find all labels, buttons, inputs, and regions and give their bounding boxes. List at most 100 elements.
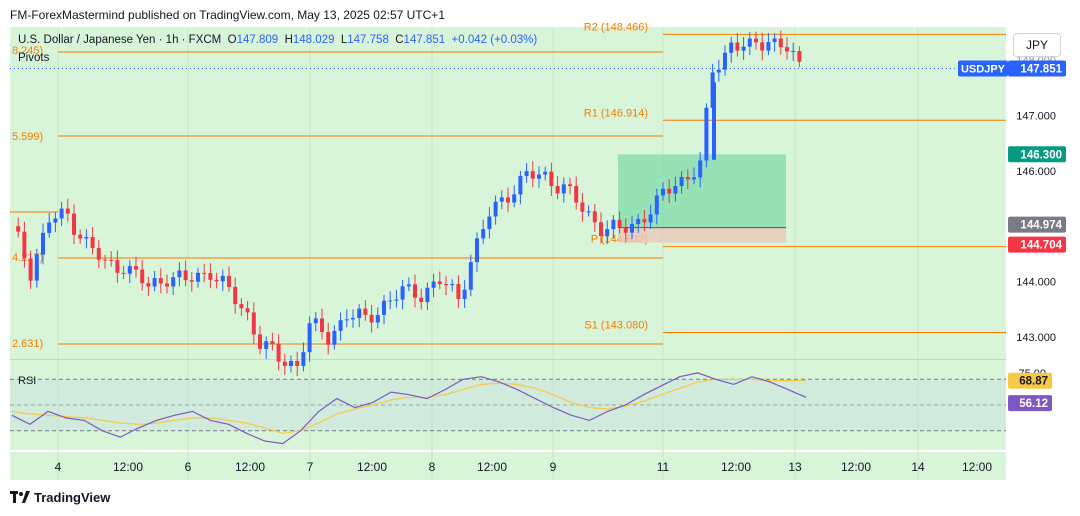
candle-body xyxy=(530,171,535,179)
candle-body xyxy=(499,197,504,202)
candle-body xyxy=(654,195,659,215)
low-label: L xyxy=(340,34,348,46)
rsi-ma-line xyxy=(11,378,807,434)
candle-body xyxy=(549,171,554,187)
candle-body xyxy=(642,219,647,223)
candle-body xyxy=(568,184,572,187)
candle-body xyxy=(406,284,411,287)
low-value: 147.758 xyxy=(347,34,389,46)
candle-body xyxy=(245,308,250,313)
candle-body xyxy=(239,304,244,309)
candle-body xyxy=(41,232,45,255)
candle-body xyxy=(413,284,417,298)
time-axis[interactable] xyxy=(10,452,1006,480)
candle-body xyxy=(103,259,107,261)
candle-body xyxy=(276,344,281,362)
candle-body xyxy=(28,258,33,281)
high-value: 148.029 xyxy=(292,34,335,46)
candle-body xyxy=(53,218,58,223)
tradingview-brand[interactable]: TradingView xyxy=(10,490,110,506)
candle-body xyxy=(208,273,213,280)
candle-body xyxy=(382,300,386,315)
time-axis-tick: 11 xyxy=(657,460,670,474)
candle-body xyxy=(475,238,479,263)
high-label: H xyxy=(284,34,293,46)
candle-body xyxy=(369,314,374,323)
entry-price-tag xyxy=(1008,216,1066,233)
candle-body xyxy=(332,330,337,345)
candle-body xyxy=(158,278,163,284)
candle-body xyxy=(78,234,83,239)
time-axis-tick: 13 xyxy=(788,460,802,474)
candle-body xyxy=(450,284,455,286)
time-axis-tick: 12:00 xyxy=(721,460,751,474)
candle-body xyxy=(121,272,126,274)
time-axis-tick: 8 xyxy=(429,460,436,474)
time-axis-tick: 12:00 xyxy=(357,460,387,474)
candle-body xyxy=(140,269,145,284)
candle-body xyxy=(214,279,219,282)
rsi-tag-value: 56.12 xyxy=(1019,398,1048,410)
candle-body xyxy=(313,318,318,324)
candle-body xyxy=(233,286,238,305)
publisher-header: FM-ForexMastermind published on TradingV… xyxy=(10,8,445,22)
candle-body xyxy=(202,272,207,274)
candle-body xyxy=(444,284,448,286)
candle-body xyxy=(152,278,157,287)
candle-body xyxy=(90,237,95,249)
candle-body xyxy=(791,50,796,52)
candle-body xyxy=(704,107,709,161)
candle-body xyxy=(617,219,622,229)
candle-body xyxy=(289,360,293,367)
tradingview-logo-icon xyxy=(10,491,30,506)
candle-body xyxy=(555,186,560,194)
candle-body xyxy=(146,283,151,287)
open-value: 147.809 xyxy=(236,34,279,46)
candle-body xyxy=(220,275,225,282)
candle-body xyxy=(760,42,765,51)
time-axis-tick: 4 xyxy=(55,460,62,474)
pane-divider[interactable] xyxy=(10,359,1006,360)
symbol-name[interactable]: U.S. Dollar / Japanese Yen · 1h · FXCM xyxy=(18,34,222,46)
candle-body xyxy=(84,237,89,239)
candle-body xyxy=(747,38,752,47)
candle-body xyxy=(363,308,368,315)
symbol-name-tag-text: USDJPY xyxy=(961,63,1006,75)
candle-body xyxy=(127,266,132,274)
candle-body xyxy=(351,317,355,320)
candle-body xyxy=(258,334,262,349)
candle-body xyxy=(673,186,678,194)
candle-body xyxy=(456,284,461,300)
candle-body xyxy=(692,177,696,180)
candle-body xyxy=(636,219,641,225)
close-label: C xyxy=(395,34,404,46)
candle-body xyxy=(301,352,306,367)
candle-body xyxy=(574,186,579,203)
candle-body xyxy=(667,188,672,194)
rsi-ma-tag xyxy=(1008,372,1052,389)
target-price-tag-value: 146.300 xyxy=(1020,149,1062,161)
tradingview-wordmark: TradingView xyxy=(34,490,111,505)
candle-body xyxy=(16,226,21,232)
candle-body xyxy=(580,202,585,212)
target-price-tag xyxy=(1008,146,1066,163)
last-price-tag xyxy=(1008,60,1066,77)
rsi-indicator-label[interactable]: RSI xyxy=(18,375,37,387)
candle-body xyxy=(592,211,597,223)
candle-body xyxy=(605,229,610,237)
currency-button[interactable]: JPY xyxy=(1013,33,1061,57)
pivots-indicator-label[interactable]: Pivots xyxy=(18,52,50,64)
time-axis-tick: 12:00 xyxy=(962,460,992,474)
time-axis-tick: 12:00 xyxy=(235,460,265,474)
change-value: +0.042 (+0.03%) xyxy=(451,34,538,46)
candle-body xyxy=(109,259,114,261)
stop-price-tag-value: 144.704 xyxy=(1020,240,1062,252)
candle-body xyxy=(729,42,734,53)
open-label: O xyxy=(227,34,237,46)
candle-body xyxy=(679,176,684,187)
candle-body xyxy=(772,38,777,43)
candle-body xyxy=(72,213,76,235)
pivot-r1-label: R1 (146.914) xyxy=(584,107,648,119)
candle-body xyxy=(506,197,510,203)
